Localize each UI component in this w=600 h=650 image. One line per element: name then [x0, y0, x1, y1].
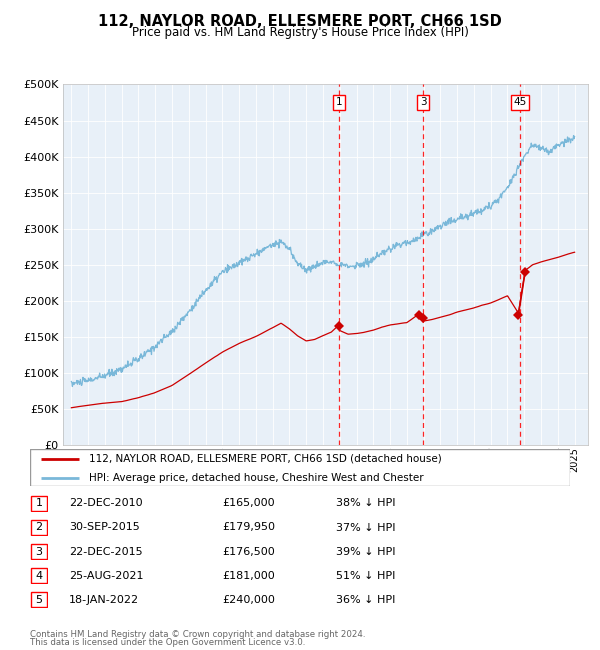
Text: 51% ↓ HPI: 51% ↓ HPI: [336, 571, 395, 580]
Text: 25-AUG-2021: 25-AUG-2021: [69, 571, 143, 580]
Text: 45: 45: [514, 97, 527, 107]
Text: 1: 1: [35, 499, 43, 508]
Text: 39% ↓ HPI: 39% ↓ HPI: [336, 547, 395, 556]
Text: 37% ↓ HPI: 37% ↓ HPI: [336, 523, 395, 532]
Text: 3: 3: [35, 547, 43, 556]
Text: 22-DEC-2010: 22-DEC-2010: [69, 499, 143, 508]
Text: 4: 4: [35, 571, 43, 580]
Text: 1: 1: [336, 97, 343, 107]
Text: £181,000: £181,000: [222, 571, 275, 580]
Text: £240,000: £240,000: [222, 595, 275, 604]
Text: 112, NAYLOR ROAD, ELLESMERE PORT, CH66 1SD (detached house): 112, NAYLOR ROAD, ELLESMERE PORT, CH66 1…: [89, 454, 442, 463]
Text: 22-DEC-2015: 22-DEC-2015: [69, 547, 143, 556]
Text: Price paid vs. HM Land Registry's House Price Index (HPI): Price paid vs. HM Land Registry's House …: [131, 26, 469, 39]
Text: 18-JAN-2022: 18-JAN-2022: [69, 595, 139, 604]
Text: HPI: Average price, detached house, Cheshire West and Chester: HPI: Average price, detached house, Ches…: [89, 473, 424, 483]
Text: 3: 3: [420, 97, 427, 107]
Text: £176,500: £176,500: [222, 547, 275, 556]
Text: 30-SEP-2015: 30-SEP-2015: [69, 523, 140, 532]
Text: £165,000: £165,000: [222, 499, 275, 508]
Text: £179,950: £179,950: [222, 523, 275, 532]
Text: 5: 5: [35, 595, 43, 604]
Text: 38% ↓ HPI: 38% ↓ HPI: [336, 499, 395, 508]
Text: This data is licensed under the Open Government Licence v3.0.: This data is licensed under the Open Gov…: [30, 638, 305, 647]
Text: 36% ↓ HPI: 36% ↓ HPI: [336, 595, 395, 604]
Text: Contains HM Land Registry data © Crown copyright and database right 2024.: Contains HM Land Registry data © Crown c…: [30, 630, 365, 639]
Text: 112, NAYLOR ROAD, ELLESMERE PORT, CH66 1SD: 112, NAYLOR ROAD, ELLESMERE PORT, CH66 1…: [98, 14, 502, 29]
Text: 2: 2: [35, 523, 43, 532]
